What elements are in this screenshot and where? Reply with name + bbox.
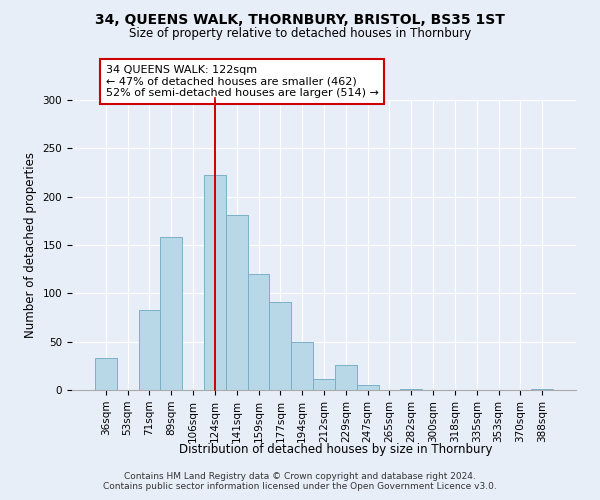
Y-axis label: Number of detached properties: Number of detached properties xyxy=(24,152,37,338)
Bar xyxy=(204,176,226,390)
Bar xyxy=(139,310,160,390)
Bar xyxy=(226,215,248,390)
Bar xyxy=(531,389,553,390)
Bar xyxy=(95,358,117,390)
Text: Contains HM Land Registry data © Crown copyright and database right 2024.: Contains HM Land Registry data © Crown c… xyxy=(124,472,476,481)
Text: 34 QUEENS WALK: 122sqm
← 47% of detached houses are smaller (462)
52% of semi-de: 34 QUEENS WALK: 122sqm ← 47% of detached… xyxy=(106,65,379,98)
Bar xyxy=(357,385,379,390)
Text: 34, QUEENS WALK, THORNBURY, BRISTOL, BS35 1ST: 34, QUEENS WALK, THORNBURY, BRISTOL, BS3… xyxy=(95,12,505,26)
Bar xyxy=(400,389,422,390)
Bar xyxy=(269,302,291,390)
Text: Size of property relative to detached houses in Thornbury: Size of property relative to detached ho… xyxy=(129,28,471,40)
Bar xyxy=(160,238,182,390)
Bar xyxy=(335,365,357,390)
Bar xyxy=(291,342,313,390)
Text: Distribution of detached houses by size in Thornbury: Distribution of detached houses by size … xyxy=(179,442,493,456)
Bar xyxy=(248,274,269,390)
Bar xyxy=(313,380,335,390)
Text: Contains public sector information licensed under the Open Government Licence v3: Contains public sector information licen… xyxy=(103,482,497,491)
